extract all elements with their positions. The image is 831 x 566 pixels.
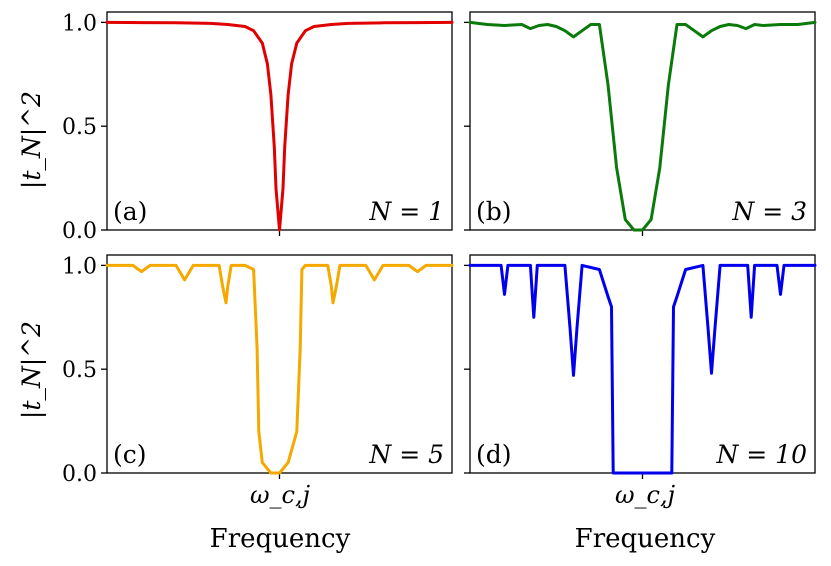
- series-line: [105, 263, 454, 475]
- panel-a: 0.0 0.5 1.0 (a) N = 1: [62, 11, 454, 244]
- x-tick-label-right: ω_c,j: [615, 481, 676, 509]
- x-axis-label-left: Frequency: [210, 524, 351, 554]
- series-line: [468, 263, 817, 475]
- series-line: [468, 20, 817, 232]
- panel-label: (c): [113, 440, 147, 469]
- panel-label: (d): [476, 440, 512, 469]
- n-label: N = 1: [368, 197, 444, 226]
- y-axis-label-bottom: |t_N|^2: [17, 321, 47, 419]
- panel-b: (b) N = 3: [464, 11, 817, 236]
- y-axis-label-top: |t_N|^2: [17, 91, 47, 189]
- series-line: [105, 20, 454, 232]
- y-tick-label: 0.0: [62, 219, 97, 244]
- panel-c: 0.0 0.5 1.0 (c) N = 5: [62, 254, 454, 487]
- panel-d: (d) N = 10: [464, 254, 817, 479]
- n-label: N = 10: [715, 440, 807, 469]
- y-tick-label: 0.5: [62, 115, 97, 140]
- panel-label: (a): [113, 197, 147, 226]
- y-tick-label: 0.0: [62, 462, 97, 487]
- y-tick-label: 1.0: [62, 254, 97, 279]
- x-tick-label-left: ω_c,j: [250, 481, 311, 509]
- panel-label: (b): [476, 197, 512, 226]
- n-label: N = 5: [368, 440, 444, 469]
- n-label: N = 3: [731, 197, 807, 226]
- y-tick-label: 1.0: [62, 11, 97, 36]
- x-axis-label-right: Frequency: [575, 524, 716, 554]
- y-tick-label: 0.5: [62, 358, 97, 383]
